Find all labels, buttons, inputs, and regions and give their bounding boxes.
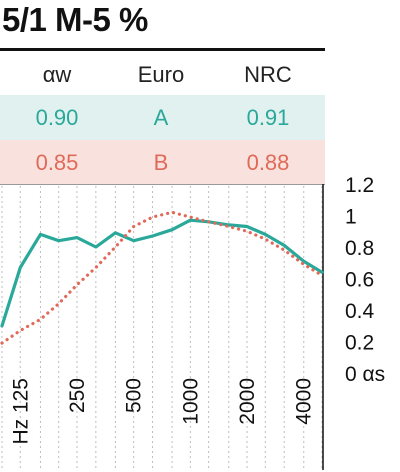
x-tick-label: Hz 125: [9, 378, 32, 445]
row-b-aw: 0.85: [35, 149, 79, 175]
page-title: 5/1 M-5 %: [2, 1, 148, 38]
x-tick-label: 1000: [179, 378, 202, 425]
row-a-euro: A: [153, 104, 169, 130]
y-tick-label: 0.6: [345, 269, 374, 292]
row-b-nrc: 0.88: [246, 149, 290, 175]
y-tick-label: 0.2: [345, 332, 374, 355]
table-rule: [0, 184, 325, 185]
header-euro: Euro: [137, 61, 185, 87]
table-header: αw Euro NRC: [0, 52, 325, 97]
y-tick-label: 1: [345, 206, 357, 229]
header-aw: αw: [42, 61, 72, 87]
x-tick-label: 250: [66, 378, 89, 413]
y-tick-label: 0.8: [345, 237, 374, 260]
row-b-euro: B: [153, 149, 169, 175]
row-a-aw: 0.90: [35, 104, 79, 130]
title-rule: [0, 48, 325, 51]
header-nrc: NRC: [244, 61, 292, 87]
row-a-nrc: 0.91: [246, 104, 290, 130]
table-row-b: 0.85 B 0.88: [0, 140, 325, 185]
y-tick-label: 1.2: [345, 174, 374, 197]
y-tick-label: 0.4: [345, 300, 375, 323]
table-row-a: 0.90 A 0.91: [0, 95, 325, 140]
y-tick-label: 0 αs: [345, 363, 385, 386]
x-tick-label: 2000: [236, 378, 259, 425]
x-tick-label: 4000: [293, 378, 316, 425]
series-line-dotted: [0, 210, 324, 345]
x-tick-label: 500: [123, 378, 146, 413]
series-line-solid: [0, 218, 324, 328]
